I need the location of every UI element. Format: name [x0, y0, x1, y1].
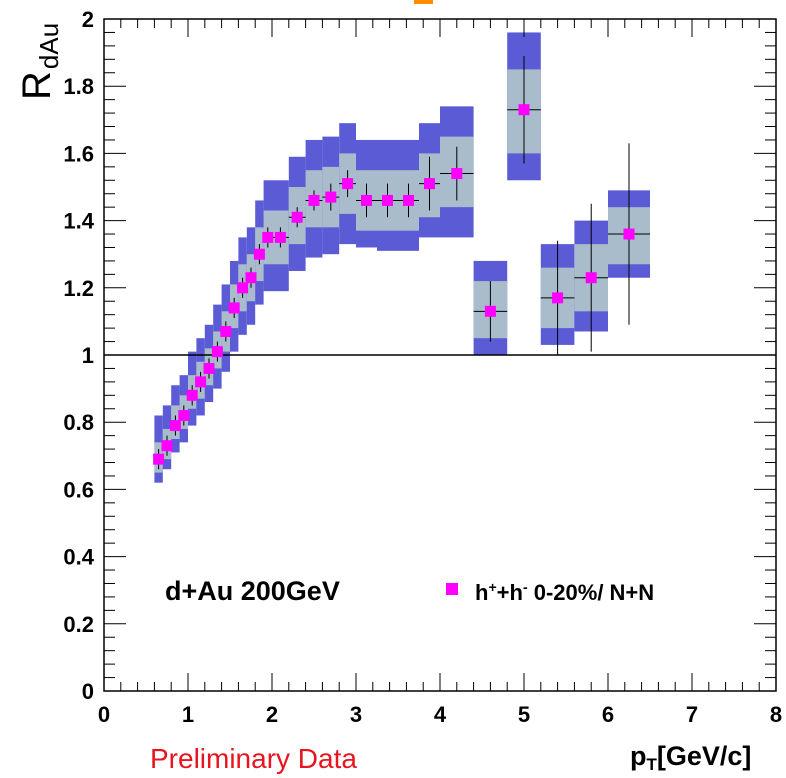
dau-energy-annotation: d+Au 200GeV: [165, 576, 340, 606]
x-tick-label: 8: [770, 702, 782, 727]
y-tick-label: 1: [82, 343, 94, 368]
data-point-0: [153, 453, 165, 465]
data-point-7: [211, 346, 223, 358]
data-point-10: [237, 282, 249, 294]
x-tick-label: 3: [350, 702, 362, 727]
x-tick-label: 6: [602, 702, 614, 727]
data-point-8: [220, 325, 232, 337]
axis-tick-labels: 0 1 2 3 4 5 6 7 8 0 0.2 0.4 0.6 0.8 1 1.2 1.4 1.6 1.8 2: [63, 7, 782, 727]
data-point-11: [245, 272, 257, 284]
data-point-15: [291, 211, 303, 223]
legend: h++h- 0-20%/ N+N: [446, 579, 654, 605]
x-tick-label: 4: [434, 702, 447, 727]
title-fragment: [414, 0, 433, 4]
x-tick-label: 2: [266, 702, 278, 727]
x-tick-label: 5: [518, 702, 530, 727]
y-tick-label: 1.2: [63, 276, 94, 301]
data-point-13: [262, 231, 274, 243]
y-tick-label: 1.8: [63, 74, 94, 99]
data-point-26: [552, 292, 564, 304]
legend-marker: [446, 583, 458, 595]
y-tick-label: 2: [82, 7, 94, 32]
y-tick-label: 1.6: [63, 141, 94, 166]
data-point-17: [325, 191, 337, 203]
data-point-28: [623, 228, 635, 240]
y-tick-label: 1.4: [63, 209, 94, 234]
systematic-bands: [154, 32, 650, 483]
x-tick-label: 0: [98, 702, 110, 727]
y-axis-label: RdAu: [15, 23, 64, 100]
data-point-2: [169, 420, 181, 432]
x-tick-label: 1: [182, 702, 194, 727]
legend-label: h++h- 0-20%/ N+N: [475, 579, 654, 605]
data-point-18: [342, 178, 354, 190]
preliminary-data-note: Preliminary Data: [150, 743, 357, 774]
data-point-27: [585, 272, 597, 284]
y-tick-label: 0.4: [63, 545, 94, 570]
data-point-4: [186, 389, 198, 401]
y-tick-label: 0: [82, 679, 94, 704]
y-tick-label: 0.2: [63, 612, 94, 637]
data-point-20: [382, 194, 393, 206]
data-markers: [153, 104, 635, 465]
data-point-19: [361, 194, 372, 206]
y-tick-label: 0.6: [63, 477, 94, 502]
data-point-21: [403, 194, 414, 206]
data-point-25: [518, 104, 530, 116]
data-point-6: [203, 362, 215, 374]
y-tick-label: 0.8: [63, 410, 94, 435]
x-tick-label: 7: [686, 702, 698, 727]
x-axis-label: pT[GeV/c]: [630, 741, 751, 774]
data-point-23: [451, 168, 463, 180]
data-point-16: [308, 194, 320, 206]
data-point-1: [161, 440, 173, 452]
data-point-9: [228, 302, 240, 314]
data-point-5: [195, 376, 207, 388]
data-point-24: [484, 305, 496, 317]
data-point-22: [424, 178, 435, 190]
data-point-14: [274, 231, 286, 243]
axis-ticks: [103, 18, 777, 692]
data-point-12: [253, 248, 265, 260]
data-point-3: [178, 409, 190, 421]
